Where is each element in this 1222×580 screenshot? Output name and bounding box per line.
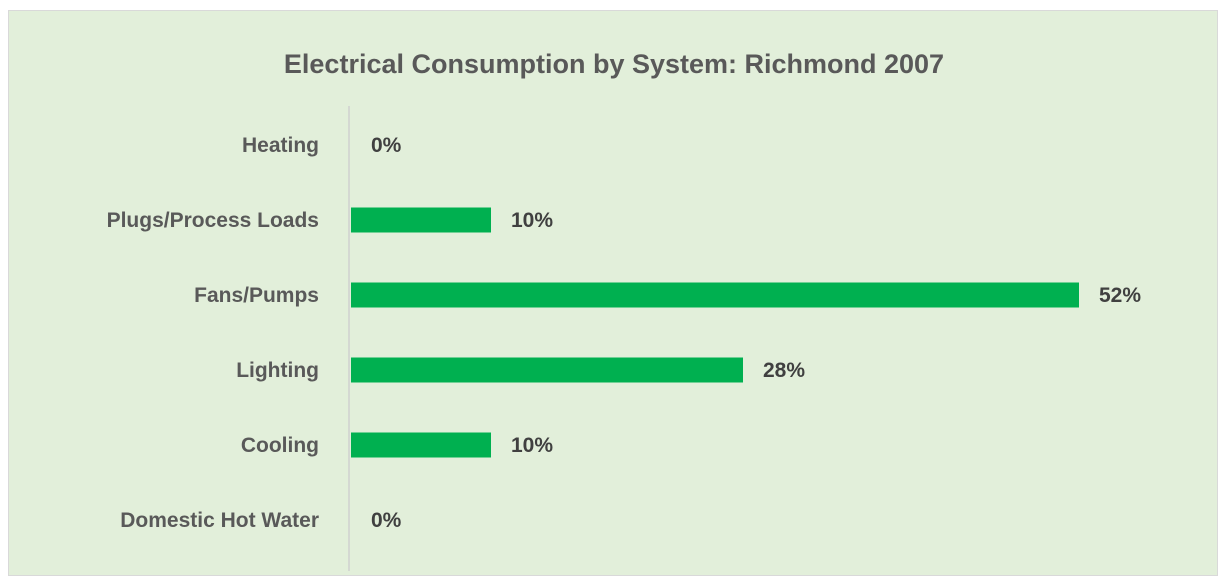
- value-label-heating: 0%: [371, 134, 402, 157]
- chart-title: Electrical Consumption by System: Richmo…: [283, 49, 945, 79]
- category-label-heating: Heating: [242, 134, 319, 157]
- chart-frame: Electrical Consumption by System: Richmo…: [8, 10, 1218, 576]
- category-label-lighting: Lighting: [236, 359, 319, 382]
- category-label-plugs-process-loads: Plugs/Process Loads: [107, 209, 319, 232]
- value-label-fans-pumps: 52%: [1099, 284, 1141, 307]
- category-label-cooling: Cooling: [241, 434, 319, 457]
- bars-layer: Heating 0% Plugs/Process Loads 10% Fans/Pump…: [107, 134, 1142, 532]
- category-label-domestic-hot-water: Domestic Hot Water: [120, 509, 319, 532]
- bar-fans-pumps: [351, 282, 1079, 308]
- bar-lighting: [351, 357, 743, 383]
- value-label-cooling: 10%: [511, 434, 553, 457]
- bar-cooling: [351, 432, 491, 458]
- bar-chart: Heating 0% Plugs/Process Loads 10% Fans/Pump…: [107, 106, 1142, 571]
- bar-plugs-process-loads: [351, 207, 491, 233]
- value-label-domestic-hot-water: 0%: [371, 509, 402, 532]
- value-label-lighting: 28%: [763, 359, 805, 382]
- category-label-fans-pumps: Fans/Pumps: [194, 284, 319, 307]
- value-label-plugs-process-loads: 10%: [511, 209, 553, 232]
